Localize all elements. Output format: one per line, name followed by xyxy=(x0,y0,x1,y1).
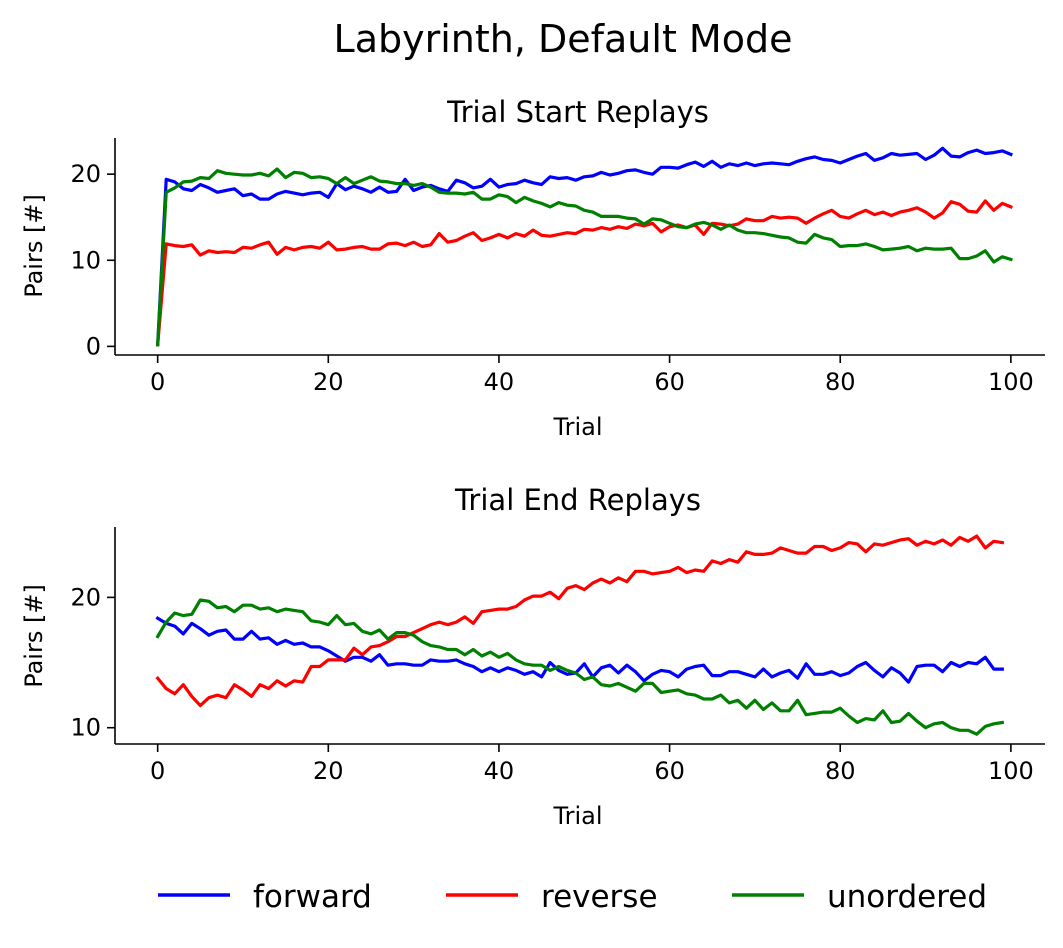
series-line-reverse xyxy=(155,199,1013,347)
y-tick-label: 10 xyxy=(70,246,101,274)
x-tick-label: 40 xyxy=(484,368,515,396)
x-tick-label: 20 xyxy=(313,368,344,396)
legend-label-reverse: reverse xyxy=(541,879,658,915)
x-tick-label: 20 xyxy=(313,757,344,785)
x-tick-label: 100 xyxy=(988,757,1034,785)
legend: forward reverse unordered xyxy=(158,879,987,915)
legend-label-unordered: unordered xyxy=(827,879,987,915)
x-tick-label: 60 xyxy=(654,757,685,785)
x-axis-label: Trial xyxy=(552,802,602,830)
x-tick-label: 0 xyxy=(150,757,165,785)
x-tick-label: 100 xyxy=(988,368,1034,396)
x-axis-label: Trial xyxy=(552,413,602,441)
y-tick-label: 10 xyxy=(70,714,101,742)
series-line-reverse xyxy=(155,534,1005,708)
series-line-forward xyxy=(155,616,1004,684)
x-tick-label: 80 xyxy=(825,368,856,396)
y-tick-label: 20 xyxy=(70,160,101,188)
figure-title: Labyrinth, Default Mode xyxy=(334,17,793,61)
panel-trial-end: Trial End Replays Pairs [#] Trial 0 20 40 6… xyxy=(20,483,1045,830)
plot-area xyxy=(155,146,1013,347)
tick-group: 0 20 40 60 80 100 10 20 xyxy=(70,583,1033,785)
x-tick-label: 80 xyxy=(825,757,856,785)
panel-title: Trial Start Replays xyxy=(446,95,709,129)
y-tick-label: 0 xyxy=(86,332,101,360)
legend-label-forward: forward xyxy=(253,879,372,915)
series-line-unordered xyxy=(155,598,1005,736)
tick-group: 0 20 40 60 80 100 0 10 20 xyxy=(70,160,1033,396)
x-tick-label: 60 xyxy=(654,368,685,396)
series-line-unordered xyxy=(156,167,1013,347)
x-tick-label: 0 xyxy=(150,368,165,396)
panel-trial-start: Trial Start Replays Pairs [#] Trial 0 20 4… xyxy=(20,95,1045,441)
y-tick-label: 20 xyxy=(70,583,101,611)
panel-title: Trial End Replays xyxy=(454,483,701,517)
series-line-forward xyxy=(156,146,1013,347)
y-axis-label: Pairs [#] xyxy=(20,584,48,688)
y-axis-label: Pairs [#] xyxy=(20,194,48,298)
x-tick-label: 40 xyxy=(484,757,515,785)
plot-area xyxy=(155,534,1005,736)
